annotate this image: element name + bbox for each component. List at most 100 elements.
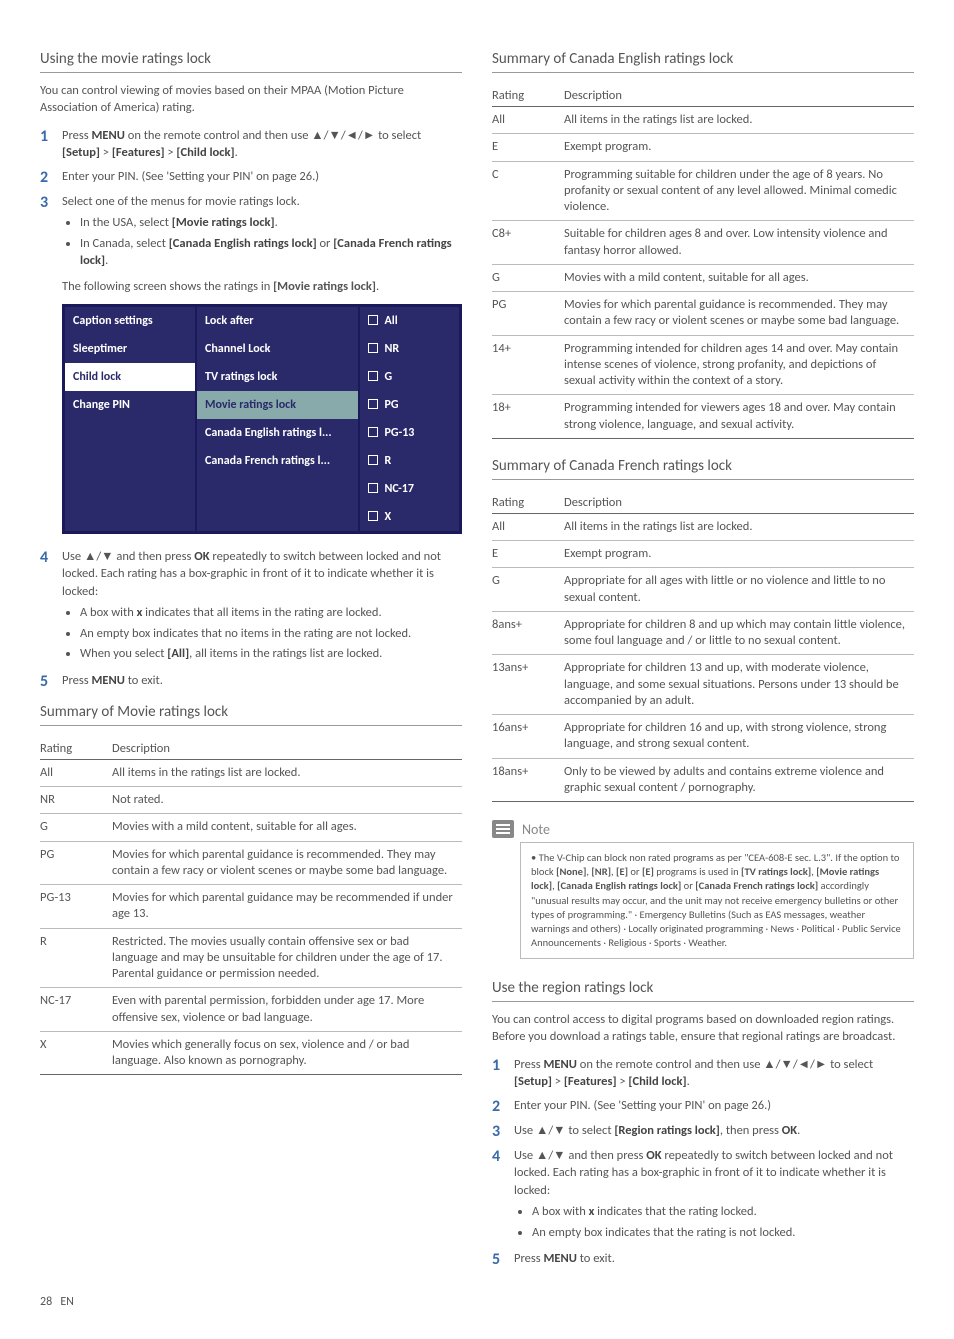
desc-cell: Even with parental permission, forbidden… [112,988,462,1032]
t: , all items in the ratings list are lock… [189,646,382,661]
t: G [384,370,392,384]
ui-item-caption-settings: Caption settings [65,307,195,335]
intro-text: You can control viewing of movies based … [40,83,462,117]
t: Use ▲/▼ to select [514,1123,614,1138]
desc-cell: Movies for which parental guidance is re… [564,292,914,336]
t: Press [62,673,91,688]
desc-cell: Exempt program. [564,134,914,161]
t: on the remote control and then use ▲/▼/◄… [125,128,421,143]
desc-cell: Appropriate for all ages with little or … [564,568,914,612]
step-body: Press MENU on the remote control and the… [62,127,462,162]
ui-rating-nr: NR [360,335,459,363]
step-number: 4 [492,1147,514,1245]
b: MENU [543,1251,576,1266]
b: OK [194,549,209,564]
t: . [275,215,278,230]
b: [Canada English ratings lock] [169,236,317,251]
rating-cell: 8ans+ [492,611,564,655]
table-row: RRestricted. The movies usually contain … [40,928,462,988]
col-rating: Rating [492,490,564,514]
t: indicates that all items in the rating a… [142,605,381,620]
table-row: AllAll items in the ratings list are loc… [492,107,914,134]
step-number: 1 [492,1056,514,1091]
sub-item: A box with x indicates that all items in… [80,604,462,622]
table-row: 14+Programming intended for children age… [492,335,914,395]
b: [E] [642,865,654,878]
b: MENU [91,673,124,688]
step-body: Enter your PIN. (See 'Setting your PIN' … [62,168,462,187]
rating-cell: C [492,161,564,221]
step-body: Press MENU to exit. [62,672,462,691]
page-footer: 28 EN [40,1295,914,1309]
steps-list-region: 1 Press MENU on the remote control and t… [492,1056,914,1270]
table-row: NRNot rated. [40,787,462,814]
col-rating: Rating [492,83,564,107]
note-header: Note [492,820,914,838]
rating-cell: PG [492,292,564,336]
steps-list-movie: 1 Press MENU on the remote control and t… [40,127,462,273]
b: [NR] [591,865,611,878]
checkbox-icon [368,483,378,493]
steps-list-movie-cont: 4 Use ▲/▼ and then press OK repeatedly t… [40,548,462,691]
desc-cell: All items in the ratings list are locked… [564,513,914,540]
b: [Setup] [514,1074,552,1089]
rating-cell: G [492,264,564,291]
note-title: Note [522,821,550,838]
b: [None] [556,865,586,878]
ui-col-3: All NR G PG PG-13 R NC-17 X [360,307,459,531]
table-row: EExempt program. [492,541,914,568]
b: [Setup] [62,145,100,160]
ui-item-child-lock: Child lock [65,363,195,391]
t: Press [514,1057,543,1072]
desc-cell: Suitable for children ages 8 and over. L… [564,221,914,265]
step3-note: The following screen shows the ratings i… [62,279,462,294]
rating-cell: E [492,541,564,568]
ui-item-lock-after: Lock after [197,307,358,335]
desc-cell: Movies which generally focus on sex, vio… [112,1031,462,1075]
table-row: 18ans+Only to be viewed by adults and co… [492,758,914,802]
section-title-canada-fr: Summary of Canada French ratings lock [492,457,914,480]
ui-col-1: Caption settings Sleeptimer Child lock C… [65,307,195,531]
b: [Region ratings lock] [614,1123,720,1138]
t: > [552,1074,564,1089]
table-row: XMovies which generally focus on sex, vi… [40,1031,462,1075]
t: R [384,454,391,468]
b: [Canada English ratings lock] [557,879,681,892]
t: When you select [80,646,167,661]
t: Press [514,1251,543,1266]
step-body: Use ▲/▼ to select [Region ratings lock],… [514,1122,914,1141]
table-row: EExempt program. [492,134,914,161]
t: . [797,1123,800,1138]
b: [All] [167,646,189,661]
rating-cell: 14+ [492,335,564,395]
rating-cell: NR [40,787,112,814]
desc-cell: Appropriate for children 13 and up, with… [564,655,914,715]
ui-rating-r: R [360,447,459,475]
t: programs is used in [654,865,741,878]
table-row: AllAll items in the ratings list are loc… [40,759,462,786]
t: The following screen shows the ratings i… [62,279,273,294]
t: on the remote control and then use ▲/▼/◄… [577,1057,873,1072]
desc-cell: Programming suitable for children under … [564,161,914,221]
rating-cell: All [492,107,564,134]
b: [Child lock] [628,1074,686,1089]
col-rating: Rating [40,736,112,760]
t: or [681,879,695,892]
t: A box with [532,1204,589,1219]
table-row: GMovies with a mild content, suitable fo… [40,814,462,841]
rating-cell: PG [40,841,112,885]
section-title-summary-movie: Summary of Movie ratings lock [40,703,462,726]
b: [Movie ratings lock] [172,215,275,230]
t: PG-13 [384,426,414,440]
step-body: Enter your PIN. (See 'Setting your PIN' … [514,1097,914,1116]
sub-list: A box with x indicates that the rating l… [532,1203,914,1241]
rating-cell: All [492,513,564,540]
step-number: 5 [40,672,62,691]
section-title-using-movie-lock: Using the movie ratings lock [40,50,462,73]
section-title-canada-en: Summary of Canada English ratings lock [492,50,914,73]
t: , then press [720,1123,782,1138]
sub-item: In Canada, select [Canada English rating… [80,235,462,270]
t: In the USA, select [80,215,172,230]
t: . [105,253,108,268]
rating-cell: X [40,1031,112,1075]
